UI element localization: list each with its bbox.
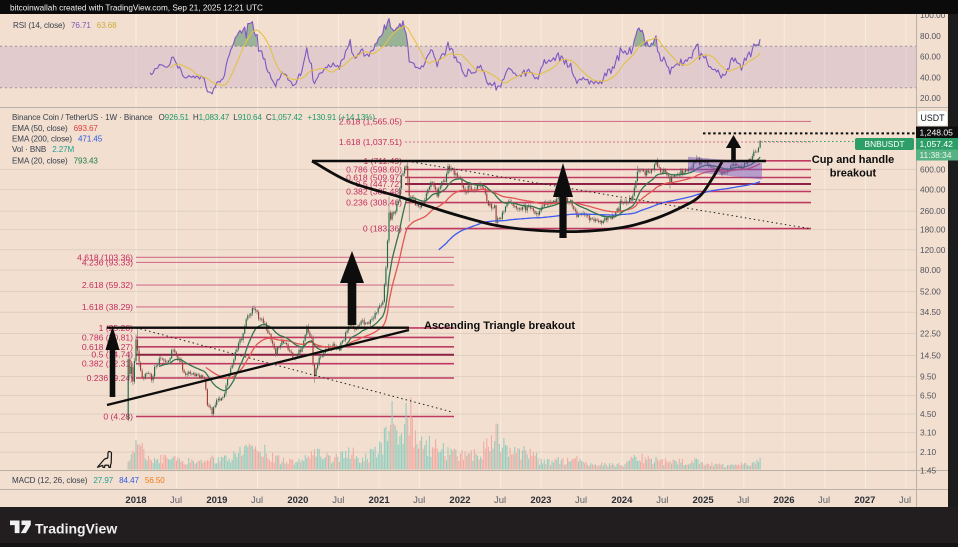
svg-text:180.00: 180.00: [920, 225, 946, 235]
svg-text:4.50: 4.50: [920, 409, 937, 419]
svg-text:2020: 2020: [287, 495, 308, 506]
svg-text:400.00: 400.00: [920, 185, 946, 195]
svg-text:2024: 2024: [611, 495, 633, 506]
svg-text:1,057.42: 1,057.42: [920, 139, 954, 149]
svg-text:1.45: 1.45: [920, 466, 937, 476]
svg-text:40.00: 40.00: [920, 72, 941, 82]
svg-text:Jul: Jul: [413, 495, 425, 506]
svg-text:EMA (20, close)793.43: EMA (20, close) 793.43: [12, 157, 98, 166]
svg-text:2023: 2023: [530, 495, 551, 506]
svg-text:34.50: 34.50: [920, 307, 941, 317]
svg-text:TradingView: TradingView: [35, 521, 117, 537]
svg-text:Jul: Jul: [332, 495, 344, 506]
svg-text:80.00: 80.00: [920, 31, 941, 41]
svg-text:Jul: Jul: [656, 495, 668, 506]
svg-text:bitcoinwallah created with Tra: bitcoinwallah created with TradingView.c…: [10, 4, 263, 13]
svg-text:Jul: Jul: [170, 495, 182, 506]
svg-text:1.618 (1,037.51): 1.618 (1,037.51): [339, 137, 402, 147]
svg-text:60.00: 60.00: [920, 52, 941, 62]
svg-text:Jul: Jul: [818, 495, 830, 506]
svg-text:BNBUSDT: BNBUSDT: [864, 139, 904, 149]
svg-text:600.00: 600.00: [920, 164, 946, 174]
svg-text:2026: 2026: [773, 495, 794, 506]
svg-text:3.10: 3.10: [920, 428, 937, 438]
svg-text:2.618 (59.32): 2.618 (59.32): [82, 280, 133, 290]
svg-text:0.382 (385.48): 0.382 (385.48): [346, 187, 402, 197]
svg-text:breakout: breakout: [830, 168, 877, 180]
svg-text:Jul: Jul: [737, 495, 749, 506]
svg-text:0.618 (509.97): 0.618 (509.97): [346, 173, 402, 183]
svg-text:1.618 (38.29): 1.618 (38.29): [82, 302, 133, 312]
svg-text:EMA (50, close)693.67: EMA (50, close) 693.67: [12, 124, 98, 133]
svg-text:USDT: USDT: [921, 113, 946, 123]
svg-text:52.00: 52.00: [920, 287, 941, 297]
svg-text:11:38:34: 11:38:34: [920, 150, 952, 160]
svg-text:2025: 2025: [693, 495, 715, 506]
svg-text:Binance Coin / TetherUS · 1W ·: Binance Coin / TetherUS · 1W · Binance O9…: [12, 113, 375, 122]
svg-text:80.00: 80.00: [920, 265, 941, 275]
svg-text:2018: 2018: [125, 495, 146, 506]
svg-text:2021: 2021: [369, 495, 391, 506]
svg-text:6.50: 6.50: [920, 391, 937, 401]
svg-text:1,248.05: 1,248.05: [920, 128, 954, 138]
svg-text:Jul: Jul: [251, 495, 263, 506]
svg-text:0.5 (447.72): 0.5 (447.72): [356, 179, 402, 189]
svg-text:20.00: 20.00: [920, 93, 941, 103]
svg-text:2.618 (1,565.05): 2.618 (1,565.05): [339, 116, 402, 126]
svg-text:0.786 (598.60): 0.786 (598.60): [346, 165, 402, 175]
svg-text:Jul: Jul: [575, 495, 587, 506]
svg-text:Cup and handle: Cup and handle: [812, 154, 895, 166]
svg-text:120.00: 120.00: [920, 245, 946, 255]
svg-text:2.10: 2.10: [920, 447, 937, 457]
svg-text:9.50: 9.50: [920, 372, 937, 382]
svg-text:100.00: 100.00: [920, 10, 946, 20]
svg-text:2019: 2019: [206, 495, 227, 506]
svg-text:4.618 (103.36): 4.618 (103.36): [77, 252, 133, 262]
svg-text:Jul: Jul: [494, 495, 506, 506]
svg-text:0.382 (12.31): 0.382 (12.31): [82, 359, 133, 369]
svg-text:0 (183.36): 0 (183.36): [363, 224, 402, 234]
svg-text:Jul: Jul: [899, 495, 911, 506]
svg-text:4.236 (93.33): 4.236 (93.33): [82, 257, 133, 267]
svg-text:0 (4.28): 0 (4.28): [103, 412, 133, 422]
svg-text:2022: 2022: [449, 495, 470, 506]
svg-text:0.786 (20.81): 0.786 (20.81): [82, 332, 133, 342]
svg-text:0.236 (308.46): 0.236 (308.46): [346, 198, 402, 208]
svg-text:EMA (200, close)471.45: EMA (200, close) 471.45: [12, 135, 103, 144]
svg-text:2027: 2027: [854, 495, 875, 506]
svg-text:Ascending Triangle breakout: Ascending Triangle breakout: [424, 320, 575, 332]
svg-text:22.50: 22.50: [920, 329, 941, 339]
svg-text:260.00: 260.00: [920, 206, 946, 216]
svg-text:14.50: 14.50: [920, 351, 941, 361]
